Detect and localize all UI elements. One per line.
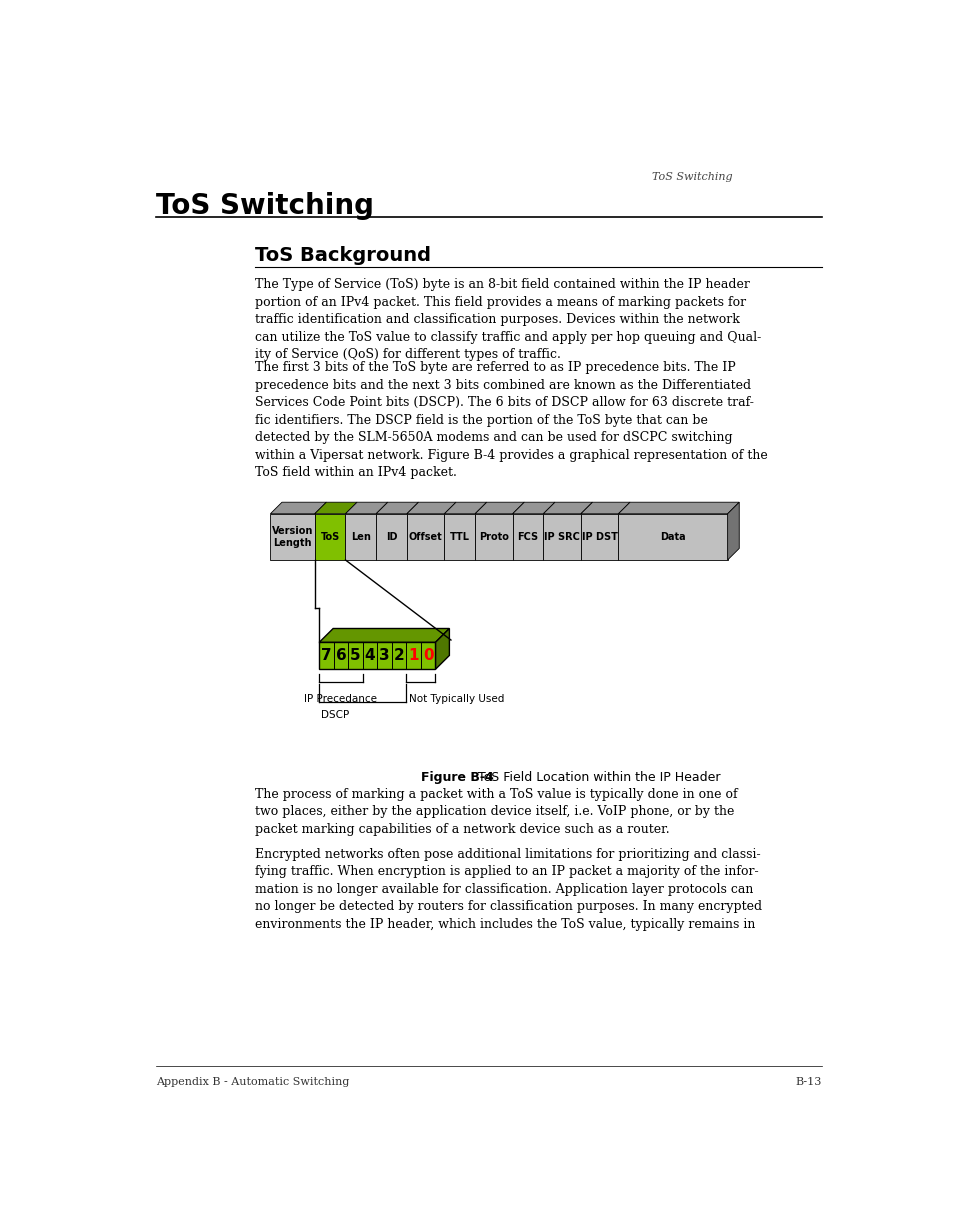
Text: Encrypted networks often pose additional limitations for prioritizing and classi: Encrypted networks often pose additional… bbox=[254, 848, 761, 931]
Text: IP DST: IP DST bbox=[581, 531, 617, 542]
Bar bbox=[618, 514, 727, 560]
Bar bbox=[512, 514, 543, 560]
Text: Not Typically Used: Not Typically Used bbox=[408, 694, 503, 704]
Text: The Type of Service (ToS) byte is an 8-bit field contained within the IP header
: The Type of Service (ToS) byte is an 8-b… bbox=[254, 279, 760, 361]
Text: Figure B-4: Figure B-4 bbox=[421, 771, 494, 784]
Text: Offset: Offset bbox=[408, 531, 442, 542]
Bar bbox=[406, 514, 444, 560]
Text: 2: 2 bbox=[394, 648, 404, 664]
Text: ToS Background: ToS Background bbox=[254, 245, 431, 265]
Polygon shape bbox=[270, 502, 326, 514]
Text: Len: Len bbox=[351, 531, 371, 542]
Bar bbox=[444, 514, 475, 560]
Text: ID: ID bbox=[385, 531, 396, 542]
Bar bbox=[580, 514, 618, 560]
Text: IP SRC: IP SRC bbox=[543, 531, 579, 542]
Text: IP Precedance: IP Precedance bbox=[304, 694, 377, 704]
Polygon shape bbox=[444, 502, 486, 514]
Text: B-13: B-13 bbox=[795, 1076, 821, 1087]
Text: Version
Length: Version Length bbox=[272, 526, 313, 547]
Polygon shape bbox=[512, 502, 555, 514]
Text: TTL: TTL bbox=[449, 531, 469, 542]
Polygon shape bbox=[618, 502, 739, 514]
Polygon shape bbox=[375, 502, 418, 514]
Polygon shape bbox=[475, 502, 524, 514]
Text: ToS Switching: ToS Switching bbox=[155, 191, 374, 220]
Polygon shape bbox=[345, 502, 387, 514]
Polygon shape bbox=[319, 628, 449, 643]
Polygon shape bbox=[435, 628, 449, 669]
Text: FCS: FCS bbox=[517, 531, 538, 542]
Polygon shape bbox=[314, 502, 356, 514]
Text: ToS: ToS bbox=[320, 531, 339, 542]
Polygon shape bbox=[727, 502, 739, 560]
Text: 6: 6 bbox=[335, 648, 346, 664]
Text: The process of marking a packet with a ToS value is typically done in one of
two: The process of marking a packet with a T… bbox=[254, 788, 737, 836]
Bar bbox=[270, 514, 314, 560]
Text: 4: 4 bbox=[364, 648, 375, 664]
Bar bbox=[319, 643, 435, 669]
Text: ToS Switching: ToS Switching bbox=[652, 172, 732, 182]
Text: 0: 0 bbox=[422, 648, 433, 664]
Bar bbox=[375, 514, 406, 560]
Text: ToS Field Location within the IP Header: ToS Field Location within the IP Header bbox=[466, 771, 720, 784]
Text: 3: 3 bbox=[379, 648, 390, 664]
Text: 5: 5 bbox=[350, 648, 360, 664]
Text: Proto: Proto bbox=[478, 531, 508, 542]
Bar bbox=[543, 514, 580, 560]
Bar bbox=[314, 514, 345, 560]
Bar bbox=[345, 514, 375, 560]
Text: Appendix B - Automatic Switching: Appendix B - Automatic Switching bbox=[155, 1076, 349, 1087]
Text: 1: 1 bbox=[408, 648, 418, 664]
Polygon shape bbox=[406, 502, 456, 514]
Text: DSCP: DSCP bbox=[320, 710, 349, 720]
Bar bbox=[475, 514, 512, 560]
Polygon shape bbox=[543, 502, 592, 514]
Text: Data: Data bbox=[659, 531, 685, 542]
Text: The first 3 bits of the ToS byte are referred to as IP precedence bits. The IP
p: The first 3 bits of the ToS byte are ref… bbox=[254, 361, 767, 480]
Text: 7: 7 bbox=[321, 648, 332, 664]
Polygon shape bbox=[580, 502, 629, 514]
